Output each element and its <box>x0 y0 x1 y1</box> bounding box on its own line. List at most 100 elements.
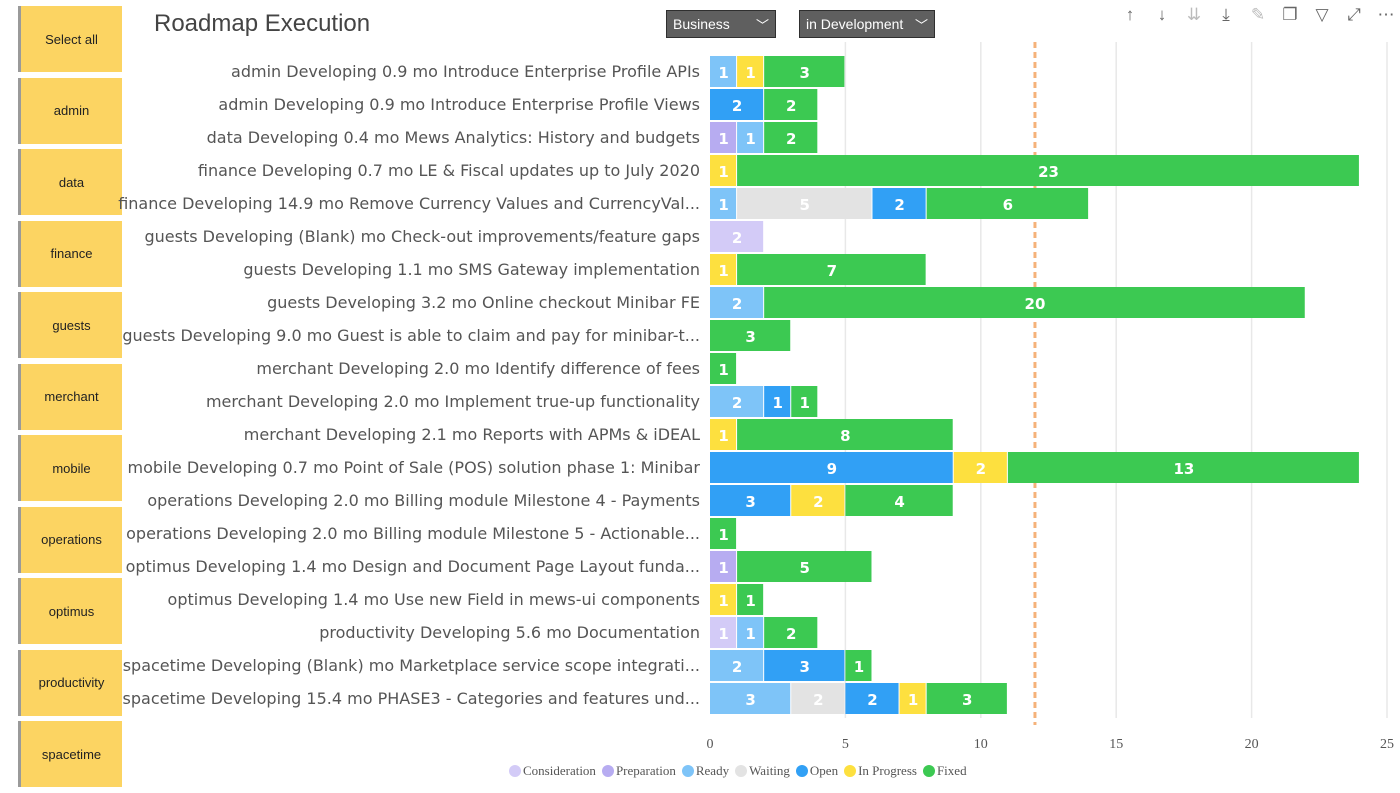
sort-ascending-icon[interactable]: ↑ <box>1125 5 1135 24</box>
bar-segment-in-progress[interactable] <box>710 254 737 285</box>
bar-segment-preparation[interactable] <box>710 122 737 153</box>
category-label[interactable]: guests Developing (Blank) mo Check-out i… <box>145 227 701 246</box>
category-label[interactable]: optimus Developing 1.4 mo Use new Field … <box>168 590 700 609</box>
copy-icon[interactable]: ❐ <box>1282 5 1298 24</box>
category-label[interactable]: guests Developing 3.2 mo Online checkout… <box>267 293 700 312</box>
bar-segment-in-progress[interactable] <box>737 56 764 87</box>
drill-down-icon[interactable]: ⤓ <box>1222 5 1230 24</box>
bar-segment-in-progress[interactable] <box>791 485 845 516</box>
bar-segment-open[interactable] <box>764 650 845 681</box>
bar-segment-open[interactable] <box>710 485 791 516</box>
slicer-item-mobile[interactable]: mobile <box>18 435 122 501</box>
category-label[interactable]: finance Developing 0.7 mo LE & Fiscal up… <box>198 161 700 180</box>
pin-icon[interactable]: ✎ <box>1250 5 1266 24</box>
category-label[interactable]: productivity Developing 5.6 mo Documenta… <box>319 623 700 642</box>
slicer-item-finance[interactable]: finance <box>18 220 122 287</box>
category-label[interactable]: optimus Developing 1.4 mo Design and Doc… <box>126 557 700 576</box>
bar-segment-fixed[interactable] <box>764 287 1305 318</box>
bar-segment-fixed[interactable] <box>1007 452 1359 483</box>
status-dropdown[interactable]: in Development ﹀ <box>799 10 935 38</box>
bar-segment-ready[interactable] <box>710 650 764 681</box>
category-label[interactable]: operations Developing 2.0 mo Billing mod… <box>147 491 700 510</box>
bar-segment-ready[interactable] <box>710 683 791 714</box>
slicer-item-guests[interactable]: guests <box>18 292 122 358</box>
category-label[interactable]: spacetime Developing (Blank) mo Marketpl… <box>123 656 700 675</box>
bar-segment-ready[interactable] <box>737 617 764 648</box>
bar-segment-fixed[interactable] <box>764 56 845 87</box>
bar-segment-fixed[interactable] <box>737 254 926 285</box>
legend-item-consideration[interactable]: Consideration <box>509 763 596 779</box>
bar-segment-fixed[interactable] <box>764 617 818 648</box>
slicer-item-optimus[interactable]: optimus <box>18 578 122 644</box>
slicer-item-select-all[interactable]: Select all <box>18 6 122 72</box>
bar-segment-fixed[interactable] <box>737 551 872 582</box>
slicer-item-productivity[interactable]: productivity <box>18 649 122 716</box>
bar-segment-in-progress[interactable] <box>953 452 1007 483</box>
legend-item-fixed[interactable]: Fixed <box>922 763 967 779</box>
category-label[interactable]: data Developing 0.4 mo Mews Analytics: H… <box>207 128 700 147</box>
bar-segment-open[interactable] <box>845 683 899 714</box>
slicer-item-merchant[interactable]: merchant <box>18 363 122 430</box>
sort-descending-icon[interactable]: ↓ <box>1157 5 1167 24</box>
category-label[interactable]: guests Developing 1.1 mo SMS Gateway imp… <box>243 260 700 279</box>
slicer-item-spacetime[interactable]: spacetime <box>18 721 122 787</box>
category-label[interactable]: merchant Developing 2.0 mo Implement tru… <box>206 392 700 411</box>
bar-segment-ready[interactable] <box>737 122 764 153</box>
category-label[interactable]: mobile Developing 0.7 mo Point of Sale (… <box>127 458 700 477</box>
bar-segment-open[interactable] <box>710 89 764 120</box>
bar-segment-in-progress[interactable] <box>710 155 737 186</box>
bar-segment-fixed[interactable] <box>926 188 1089 219</box>
bar-segment-consideration[interactable] <box>710 221 764 252</box>
expand-all-down-icon[interactable]: ⇊ <box>1186 5 1202 24</box>
bar-segment-fixed[interactable] <box>791 386 818 417</box>
legend-item-open[interactable]: Open <box>795 763 838 779</box>
bar-segment-open[interactable] <box>872 188 926 219</box>
legend-item-ready[interactable]: Ready <box>681 763 729 779</box>
category-label[interactable]: guests Developing 9.0 mo Guest is able t… <box>122 326 700 345</box>
category-label[interactable]: admin Developing 0.9 mo Introduce Enterp… <box>218 95 700 114</box>
bar-segment-in-progress[interactable] <box>710 419 737 450</box>
more-options-icon[interactable]: ⋯ <box>1377 5 1395 24</box>
page-title: Roadmap Execution <box>154 10 371 37</box>
bar-segment-waiting[interactable] <box>791 683 845 714</box>
bar-segment-fixed[interactable] <box>737 155 1359 186</box>
category-label[interactable]: admin Developing 0.9 mo Introduce Enterp… <box>231 62 700 81</box>
slicer-item-operations[interactable]: operations <box>18 506 122 573</box>
bar-segment-fixed[interactable] <box>737 584 764 615</box>
legend-item-in-progress[interactable]: In Progress <box>844 763 917 779</box>
legend-item-waiting[interactable]: Waiting <box>735 763 790 779</box>
bar-segment-fixed[interactable] <box>845 650 872 681</box>
bar-segment-ready[interactable] <box>710 386 764 417</box>
bar-segment-fixed[interactable] <box>845 485 953 516</box>
bar-segment-fixed[interactable] <box>737 419 953 450</box>
category-label[interactable]: operations Developing 2.0 mo Billing mod… <box>126 524 700 543</box>
bar-segment-fixed[interactable] <box>710 518 737 549</box>
bar-segment-fixed[interactable] <box>764 89 818 120</box>
bar-segment-fixed[interactable] <box>764 122 818 153</box>
data-label: 9 <box>827 460 837 478</box>
slicer-item-data[interactable]: data <box>18 149 122 215</box>
data-label: 1 <box>718 592 728 610</box>
slicer-item-admin[interactable]: admin <box>18 77 122 144</box>
bar-segment-open[interactable] <box>764 386 791 417</box>
bar-segment-preparation[interactable] <box>710 551 737 582</box>
category-label[interactable]: finance Developing 14.9 mo Remove Curren… <box>118 194 700 213</box>
bar-segment-fixed[interactable] <box>710 320 791 351</box>
bar-segment-ready[interactable] <box>710 56 737 87</box>
legend-item-preparation[interactable]: Preparation <box>601 763 676 779</box>
bar-segment-ready[interactable] <box>710 188 737 219</box>
category-label[interactable]: spacetime Developing 15.4 mo PHASE3 - Ca… <box>123 689 700 708</box>
business-dropdown[interactable]: Business ﹀ <box>666 10 776 38</box>
category-label[interactable]: merchant Developing 2.1 mo Reports with … <box>244 425 700 444</box>
focus-mode-icon[interactable]: ⤢ <box>1347 5 1361 24</box>
bar-segment-fixed[interactable] <box>710 353 737 384</box>
bar-segment-open[interactable] <box>710 452 953 483</box>
bar-segment-consideration[interactable] <box>710 617 737 648</box>
bar-segment-in-progress[interactable] <box>899 683 926 714</box>
bar-segment-waiting[interactable] <box>737 188 872 219</box>
bar-segment-fixed[interactable] <box>926 683 1007 714</box>
category-label[interactable]: merchant Developing 2.0 mo Identify diff… <box>256 359 700 378</box>
filter-icon[interactable]: ▽ <box>1315 5 1329 24</box>
bar-segment-in-progress[interactable] <box>710 584 737 615</box>
bar-segment-ready[interactable] <box>710 287 764 318</box>
